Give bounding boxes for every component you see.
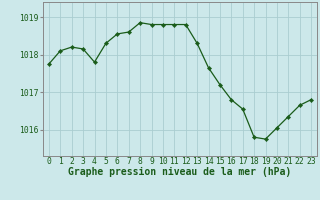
X-axis label: Graphe pression niveau de la mer (hPa): Graphe pression niveau de la mer (hPa): [68, 167, 292, 177]
